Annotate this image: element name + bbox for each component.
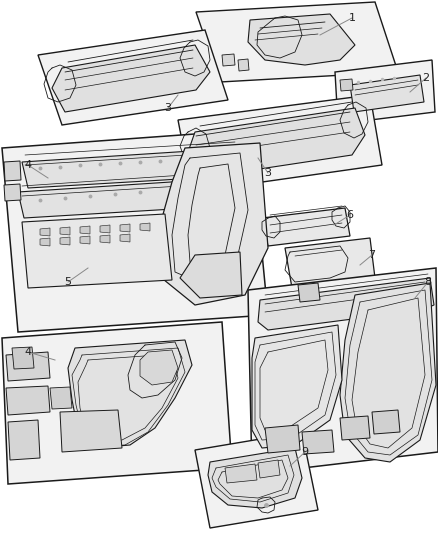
Polygon shape	[22, 148, 248, 188]
Polygon shape	[4, 161, 21, 181]
Text: 5: 5	[64, 277, 71, 287]
Polygon shape	[18, 178, 240, 218]
Polygon shape	[298, 283, 320, 302]
Polygon shape	[302, 430, 334, 454]
Polygon shape	[238, 59, 249, 71]
Polygon shape	[50, 387, 72, 409]
Polygon shape	[158, 143, 268, 305]
Polygon shape	[196, 2, 398, 82]
Text: 1: 1	[349, 13, 356, 23]
Polygon shape	[12, 347, 34, 369]
Polygon shape	[208, 448, 302, 508]
Polygon shape	[140, 223, 150, 231]
Polygon shape	[100, 235, 110, 243]
Polygon shape	[350, 75, 424, 112]
Polygon shape	[120, 224, 130, 232]
Polygon shape	[22, 214, 172, 288]
Text: 3: 3	[265, 168, 272, 178]
Polygon shape	[340, 283, 436, 462]
Polygon shape	[52, 45, 210, 112]
Polygon shape	[372, 410, 400, 434]
Polygon shape	[2, 322, 232, 484]
Polygon shape	[252, 325, 342, 448]
Polygon shape	[180, 252, 242, 298]
Text: 2: 2	[422, 73, 430, 83]
Polygon shape	[8, 420, 40, 460]
Polygon shape	[340, 79, 353, 91]
Polygon shape	[335, 60, 435, 124]
Polygon shape	[340, 416, 370, 440]
Polygon shape	[6, 386, 50, 415]
Text: 7: 7	[368, 250, 375, 260]
Polygon shape	[68, 340, 192, 448]
Polygon shape	[262, 208, 350, 246]
Polygon shape	[120, 234, 130, 242]
Polygon shape	[225, 464, 257, 483]
Polygon shape	[40, 238, 50, 246]
Polygon shape	[2, 130, 268, 332]
Text: 8: 8	[424, 277, 431, 287]
Polygon shape	[40, 228, 50, 236]
Polygon shape	[285, 238, 375, 288]
Polygon shape	[188, 108, 365, 178]
Polygon shape	[6, 352, 50, 381]
Text: 3: 3	[165, 103, 172, 113]
Polygon shape	[38, 30, 228, 125]
Polygon shape	[248, 14, 355, 65]
Polygon shape	[100, 225, 110, 233]
Text: 9: 9	[301, 447, 308, 457]
Polygon shape	[265, 425, 300, 453]
Text: 6: 6	[346, 210, 353, 220]
Polygon shape	[60, 227, 70, 235]
Polygon shape	[60, 410, 122, 452]
Polygon shape	[80, 226, 90, 234]
Polygon shape	[222, 54, 235, 66]
Polygon shape	[60, 237, 70, 245]
Polygon shape	[4, 184, 21, 201]
Text: 4: 4	[25, 160, 32, 170]
Polygon shape	[258, 278, 434, 330]
Polygon shape	[178, 95, 382, 192]
Polygon shape	[80, 236, 90, 244]
Polygon shape	[195, 432, 318, 528]
Polygon shape	[258, 460, 280, 478]
Polygon shape	[248, 268, 438, 474]
Polygon shape	[140, 350, 178, 385]
Text: 4: 4	[25, 347, 32, 357]
